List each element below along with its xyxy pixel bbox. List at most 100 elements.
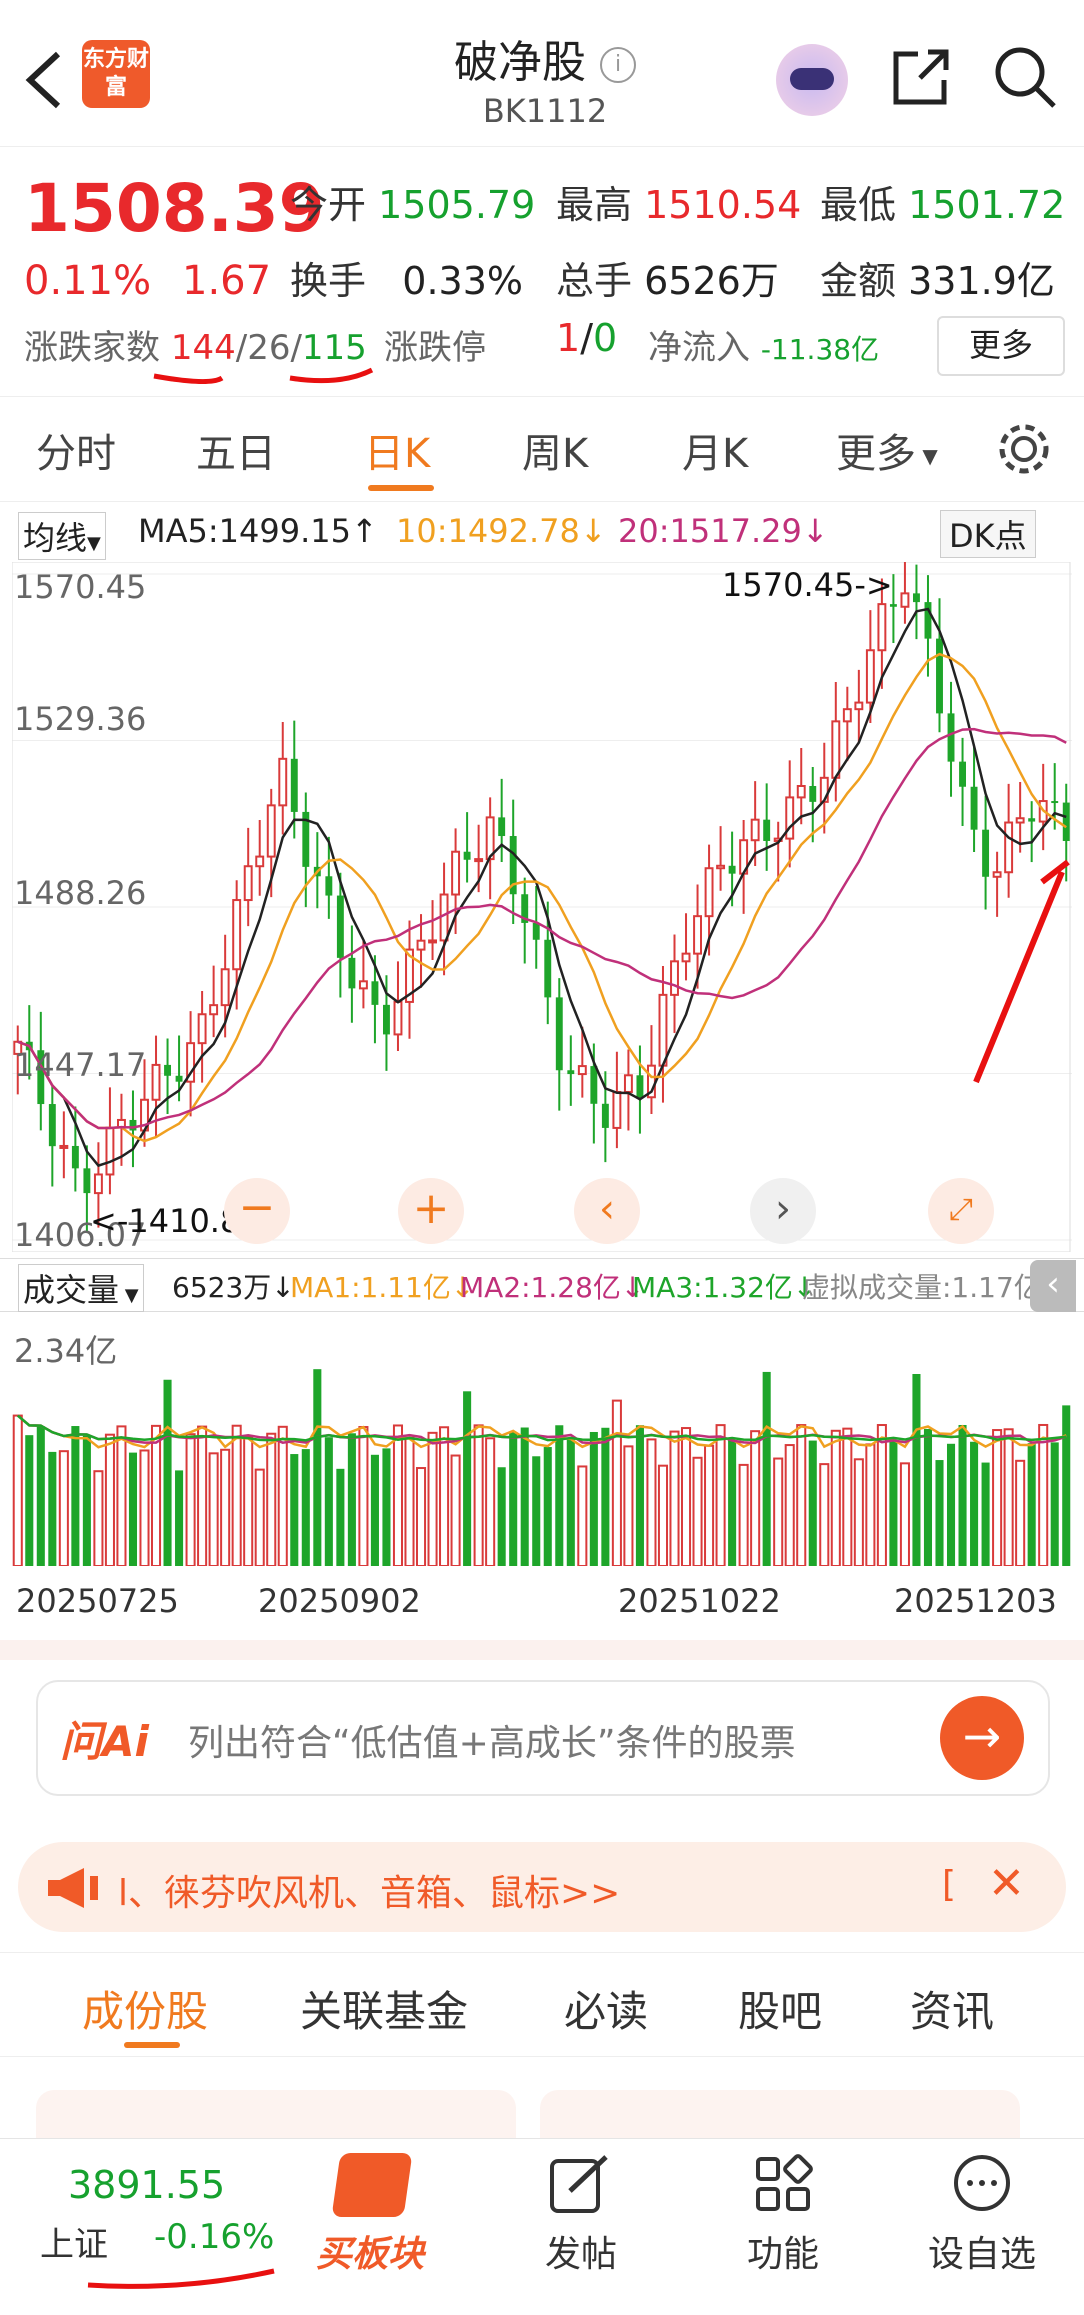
- volume-bar: [680, 1427, 692, 1566]
- candle: [428, 939, 437, 944]
- limit-stat: 涨跌停: [384, 328, 486, 368]
- candle: [1062, 802, 1070, 842]
- indicator-selector[interactable]: 成交量 ▼: [18, 1264, 144, 1312]
- candle: [601, 1103, 609, 1128]
- limit-values: 1/0: [556, 316, 618, 360]
- tab-components[interactable]: 成份股: [82, 1987, 209, 2036]
- candle: [197, 1013, 207, 1045]
- post-label[interactable]: 发帖: [544, 2234, 617, 2275]
- candle: [371, 981, 379, 1005]
- volume-bar: [842, 1427, 853, 1566]
- volume-bar: [853, 1458, 864, 1566]
- assistant-avatar[interactable]: [776, 44, 848, 116]
- ma-selector[interactable]: 均线▼: [18, 512, 106, 560]
- candle: [693, 915, 703, 955]
- candle: [623, 1074, 633, 1093]
- volume-bar: [1062, 1405, 1071, 1566]
- dk-point-button[interactable]: DK点: [940, 510, 1036, 558]
- volume-bar: [750, 1430, 761, 1566]
- chat-bubble-icon[interactable]: [950, 2153, 1014, 2217]
- candle: [658, 993, 668, 1067]
- kline-chart[interactable]: [12, 562, 1072, 1252]
- search-input[interactable]: 列出符合“低估值+高成长”条件的股票: [188, 1723, 796, 1764]
- edit-post-icon[interactable]: [548, 2153, 612, 2217]
- price-axis-label: 1529.36: [14, 700, 147, 738]
- expand-icon[interactable]: ⤢: [928, 1178, 994, 1244]
- more-button[interactable]: 更多: [937, 316, 1065, 376]
- candle: [186, 1042, 196, 1083]
- price-axis-label: 1570.45: [14, 568, 147, 606]
- candle: [232, 899, 242, 971]
- zoom-in-button[interactable]: +: [398, 1178, 464, 1244]
- index-percent[interactable]: -0.16%: [154, 2217, 275, 2257]
- buy-sector-icon[interactable]: [331, 2153, 413, 2217]
- index-value[interactable]: 3891.55: [68, 2163, 226, 2207]
- volume-bar: [290, 1454, 299, 1566]
- candle: [348, 957, 356, 989]
- candle: [336, 895, 344, 958]
- back-arrow-icon[interactable]: [22, 50, 66, 110]
- volume-bar: [981, 1462, 990, 1566]
- volume-chart[interactable]: [12, 1316, 1072, 1566]
- chevron-left-icon[interactable]: ‹: [574, 1178, 640, 1244]
- volume-bar: [899, 1462, 910, 1566]
- tab-weekly-k[interactable]: 周K: [522, 431, 589, 477]
- arrow-right-icon[interactable]: →: [940, 1696, 1024, 1780]
- volume-bar: [128, 1452, 138, 1566]
- volume-legend: 6523万↓: [172, 1271, 295, 1304]
- candle: [1004, 821, 1014, 874]
- candle: [266, 804, 276, 858]
- volume-bar: [889, 1441, 898, 1566]
- buy-sector-label[interactable]: 买板块: [316, 2234, 425, 2275]
- volume-bar: [358, 1426, 369, 1566]
- close-icon[interactable]: ✕: [988, 1858, 1025, 1909]
- candle: [1015, 817, 1025, 824]
- add-watchlist-label[interactable]: 设自选: [927, 2234, 1036, 2275]
- collapse-panel-button[interactable]: ‹: [1030, 1260, 1076, 1312]
- handwritten-underline: [153, 367, 374, 385]
- volume-bar: [738, 1463, 749, 1566]
- gear-icon[interactable]: [994, 419, 1054, 479]
- share-icon[interactable]: [890, 46, 952, 108]
- amount-stat: 金额 331.9亿: [820, 259, 1055, 303]
- search-icon[interactable]: [992, 44, 1058, 110]
- candle: [59, 1144, 69, 1149]
- candle: [302, 811, 310, 867]
- candle: [567, 1070, 575, 1075]
- virtual-volume-legend: 虚拟成交量:1.17亿: [802, 1271, 1042, 1304]
- vol-ma1-legend: MA1:1.11亿↓: [290, 1271, 475, 1304]
- tab-news[interactable]: 资讯: [910, 1987, 995, 2036]
- tab-related-funds[interactable]: 关联基金: [300, 1987, 469, 2036]
- volume-bar: [958, 1424, 967, 1566]
- open-stat: 今开 1505.79: [290, 183, 536, 227]
- volume-bar: [704, 1444, 715, 1566]
- function-label[interactable]: 功能: [746, 2234, 819, 2275]
- volume-bar: [728, 1439, 737, 1566]
- volume-bar: [555, 1425, 564, 1566]
- volume-bar: [415, 1467, 427, 1566]
- tab-more[interactable]: 更多 ▼: [836, 431, 938, 477]
- megaphone-icon: [48, 1868, 98, 1908]
- notice-text: l、徕芬吹风机、音箱、鼠标>>: [118, 1873, 621, 1914]
- high-stat: 最高 1510.54: [556, 183, 802, 227]
- tab-must-read[interactable]: 必读: [564, 1987, 649, 2036]
- ai-search-bar[interactable]: 问Ai 列出符合“低估值+高成长”条件的股票 →: [36, 1680, 1050, 1796]
- tab-intraday[interactable]: 分时: [36, 431, 116, 477]
- volume-bar: [450, 1454, 461, 1566]
- volume-bar: [439, 1426, 450, 1566]
- info-icon[interactable]: i: [600, 47, 636, 83]
- tab-monthly-k[interactable]: 月K: [682, 431, 749, 477]
- grid-function-icon[interactable]: [752, 2153, 816, 2217]
- tab-five-day[interactable]: 五日: [196, 431, 276, 477]
- volume-bar: [473, 1424, 484, 1566]
- chevron-right-icon[interactable]: ›: [750, 1178, 816, 1244]
- candle: [728, 865, 736, 874]
- tab-daily-k[interactable]: 日K: [364, 431, 431, 477]
- volume-bar: [1050, 1442, 1059, 1566]
- volume-bar: [830, 1429, 841, 1566]
- notice-banner[interactable]: l、徕芬吹风机、音箱、鼠标>> [ ✕: [18, 1842, 1066, 1932]
- tab-forum[interactable]: 股吧: [738, 1987, 823, 2036]
- volume-bar: [313, 1369, 322, 1566]
- zoom-out-button[interactable]: −: [224, 1178, 290, 1244]
- index-name[interactable]: 上证: [40, 2225, 108, 2265]
